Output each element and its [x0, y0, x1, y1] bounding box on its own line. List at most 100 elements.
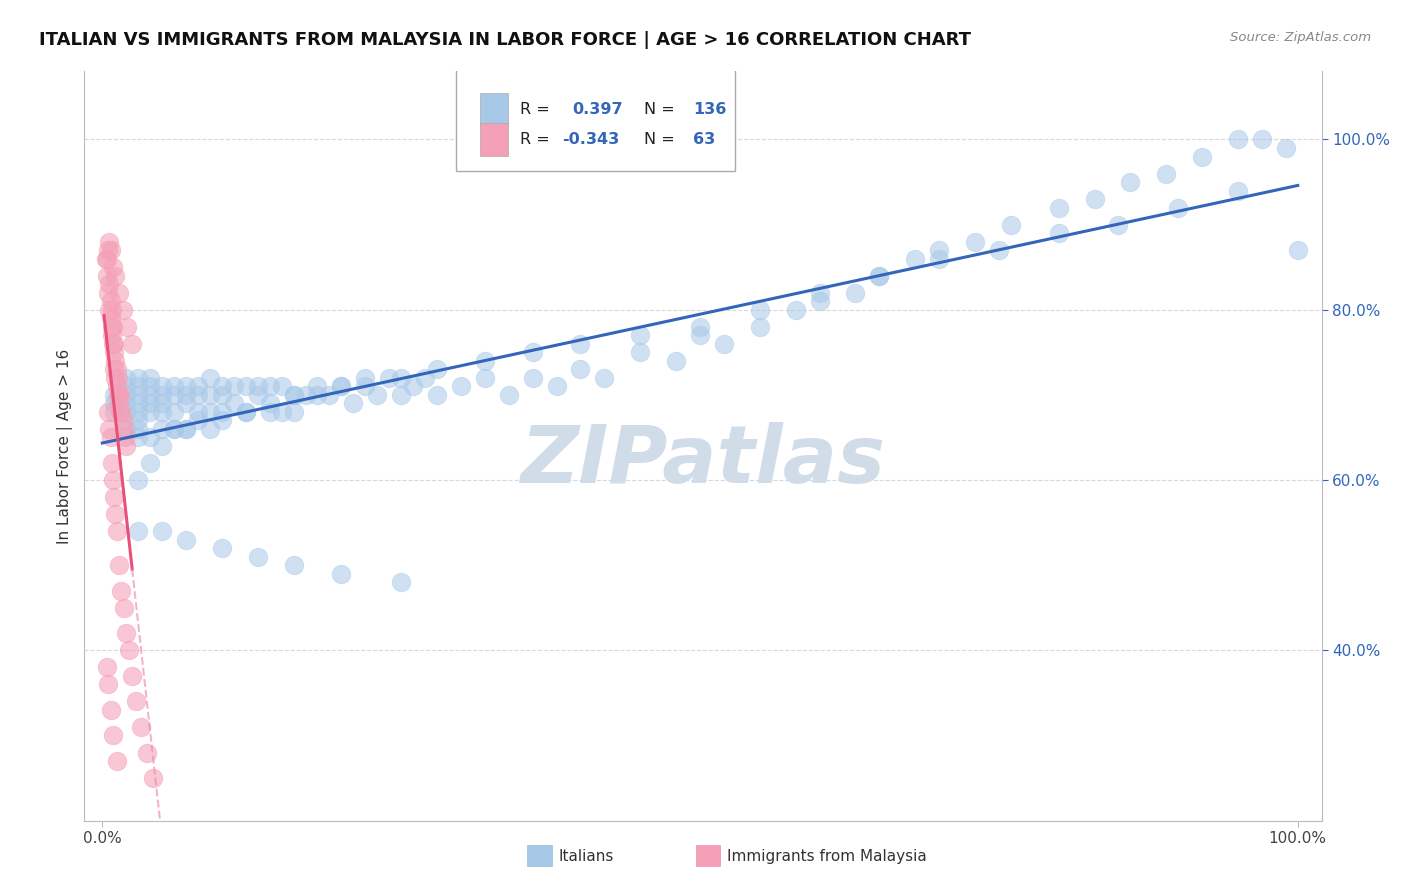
- Point: [222, 379, 245, 393]
- Point: [163, 388, 186, 402]
- Text: ITALIAN VS IMMIGRANTS FROM MALAYSIA IN LABOR FORCE | AGE > 16 CORRELATION CHART: ITALIAN VS IMMIGRANTS FROM MALAYSIA IN L…: [39, 31, 972, 49]
- Point: [104, 371, 127, 385]
- Point: [1119, 175, 1142, 189]
- Text: ZIPatlas: ZIPatlas: [520, 422, 886, 500]
- Point: [107, 388, 129, 402]
- Point: [135, 746, 157, 760]
- Point: [97, 285, 120, 300]
- Point: [103, 345, 125, 359]
- Point: [1226, 184, 1249, 198]
- Point: [235, 405, 257, 419]
- Point: [115, 626, 138, 640]
- Point: [270, 379, 292, 393]
- Point: [104, 354, 127, 368]
- Point: [98, 235, 121, 249]
- Point: [108, 396, 131, 410]
- Point: [259, 396, 281, 410]
- Point: [115, 371, 138, 385]
- Point: [105, 362, 128, 376]
- Point: [174, 533, 197, 547]
- Point: [163, 405, 186, 419]
- Point: [101, 456, 124, 470]
- Point: [1107, 218, 1129, 232]
- Point: [103, 396, 125, 410]
- Point: [150, 422, 173, 436]
- FancyBboxPatch shape: [456, 69, 735, 171]
- Point: [115, 396, 138, 410]
- Point: [103, 336, 125, 351]
- Point: [139, 371, 162, 385]
- Point: [474, 354, 496, 368]
- Point: [127, 430, 149, 444]
- Point: [101, 302, 124, 317]
- Point: [101, 319, 124, 334]
- Point: [318, 388, 340, 402]
- Text: N =: N =: [644, 102, 675, 117]
- Point: [987, 243, 1010, 257]
- Point: [108, 285, 131, 300]
- Point: [928, 243, 950, 257]
- Point: [174, 396, 197, 410]
- Point: [107, 371, 129, 385]
- Text: 63: 63: [693, 132, 716, 147]
- Point: [163, 422, 186, 436]
- Point: [713, 336, 735, 351]
- Point: [187, 413, 209, 427]
- Point: [96, 252, 118, 266]
- Point: [150, 396, 173, 410]
- Point: [1226, 132, 1249, 146]
- Point: [211, 405, 233, 419]
- Point: [498, 388, 520, 402]
- Point: [342, 396, 364, 410]
- Point: [187, 379, 209, 393]
- Point: [689, 328, 711, 343]
- Point: [174, 388, 197, 402]
- Point: [235, 379, 257, 393]
- Point: [1191, 149, 1213, 163]
- Point: [628, 345, 651, 359]
- Point: [330, 566, 353, 581]
- Point: [103, 490, 125, 504]
- Point: [283, 388, 305, 402]
- Point: [127, 473, 149, 487]
- Point: [246, 388, 269, 402]
- Point: [1000, 218, 1022, 232]
- Point: [354, 371, 377, 385]
- Point: [150, 439, 173, 453]
- Point: [101, 473, 124, 487]
- Point: [283, 388, 305, 402]
- Point: [628, 328, 651, 343]
- Point: [103, 362, 125, 376]
- Text: Italians: Italians: [558, 849, 613, 863]
- Point: [426, 362, 449, 376]
- Point: [1047, 201, 1070, 215]
- Point: [474, 371, 496, 385]
- Point: [1154, 167, 1177, 181]
- Point: [127, 396, 149, 410]
- Point: [110, 405, 132, 419]
- Point: [108, 388, 131, 402]
- Point: [100, 311, 122, 326]
- Point: [121, 669, 143, 683]
- Point: [593, 371, 616, 385]
- Point: [413, 371, 436, 385]
- Point: [104, 268, 127, 283]
- Point: [110, 583, 132, 598]
- Point: [112, 422, 135, 436]
- Point: [294, 388, 316, 402]
- Point: [111, 302, 134, 317]
- Text: R =: R =: [520, 102, 550, 117]
- Point: [101, 260, 124, 275]
- Point: [569, 362, 592, 376]
- Point: [111, 413, 134, 427]
- Point: [100, 703, 122, 717]
- Point: [354, 379, 377, 393]
- Point: [98, 302, 121, 317]
- Point: [127, 379, 149, 393]
- Point: [114, 430, 136, 444]
- Point: [103, 388, 125, 402]
- Point: [546, 379, 568, 393]
- Point: [246, 549, 269, 564]
- Point: [522, 345, 544, 359]
- Point: [163, 422, 186, 436]
